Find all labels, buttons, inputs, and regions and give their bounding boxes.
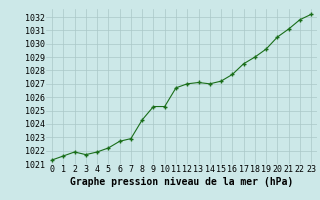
X-axis label: Graphe pression niveau de la mer (hPa): Graphe pression niveau de la mer (hPa) <box>70 177 293 187</box>
